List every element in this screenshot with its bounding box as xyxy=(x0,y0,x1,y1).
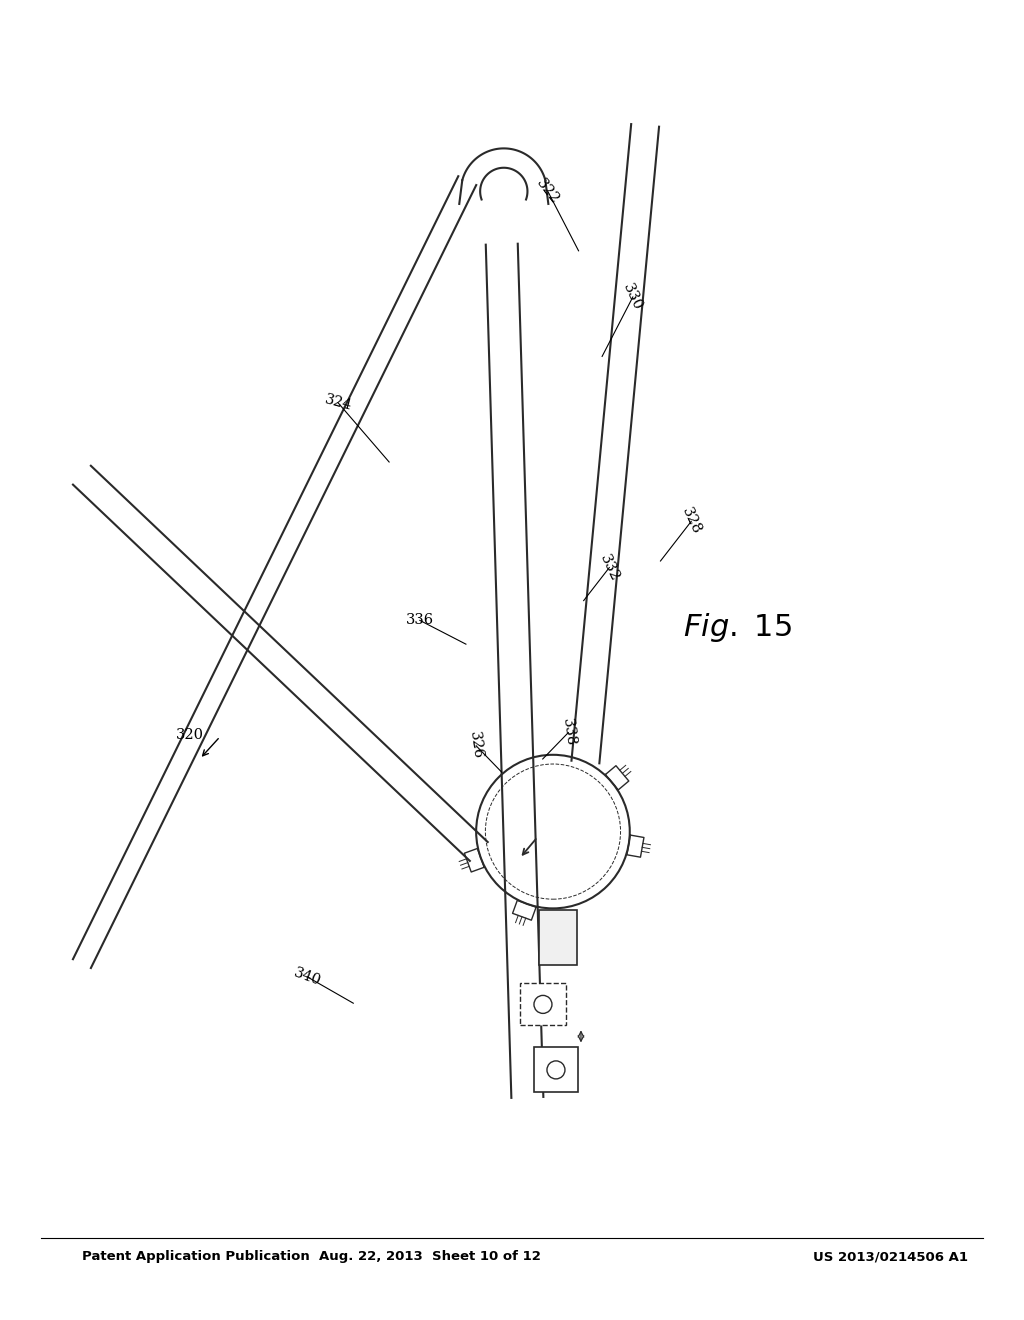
Text: 332: 332 xyxy=(597,552,622,583)
Bar xyxy=(534,1047,578,1093)
Bar xyxy=(539,911,577,965)
Text: 322: 322 xyxy=(534,176,562,207)
Text: 330: 330 xyxy=(621,281,645,313)
Bar xyxy=(520,983,566,1026)
Text: Patent Application Publication: Patent Application Publication xyxy=(82,1250,309,1263)
Text: Aug. 22, 2013  Sheet 10 of 12: Aug. 22, 2013 Sheet 10 of 12 xyxy=(319,1250,541,1263)
Text: US 2013/0214506 A1: US 2013/0214506 A1 xyxy=(813,1250,969,1263)
Text: 328: 328 xyxy=(679,506,703,537)
Text: 338: 338 xyxy=(559,718,578,747)
Text: 324: 324 xyxy=(323,392,353,413)
Text: 326: 326 xyxy=(467,731,485,760)
Text: $\mathit{Fig.}\ \mathit{15}$: $\mathit{Fig.}\ \mathit{15}$ xyxy=(683,610,792,644)
Text: 340: 340 xyxy=(292,965,323,989)
Text: 336: 336 xyxy=(406,614,434,627)
Text: 320: 320 xyxy=(175,729,204,742)
